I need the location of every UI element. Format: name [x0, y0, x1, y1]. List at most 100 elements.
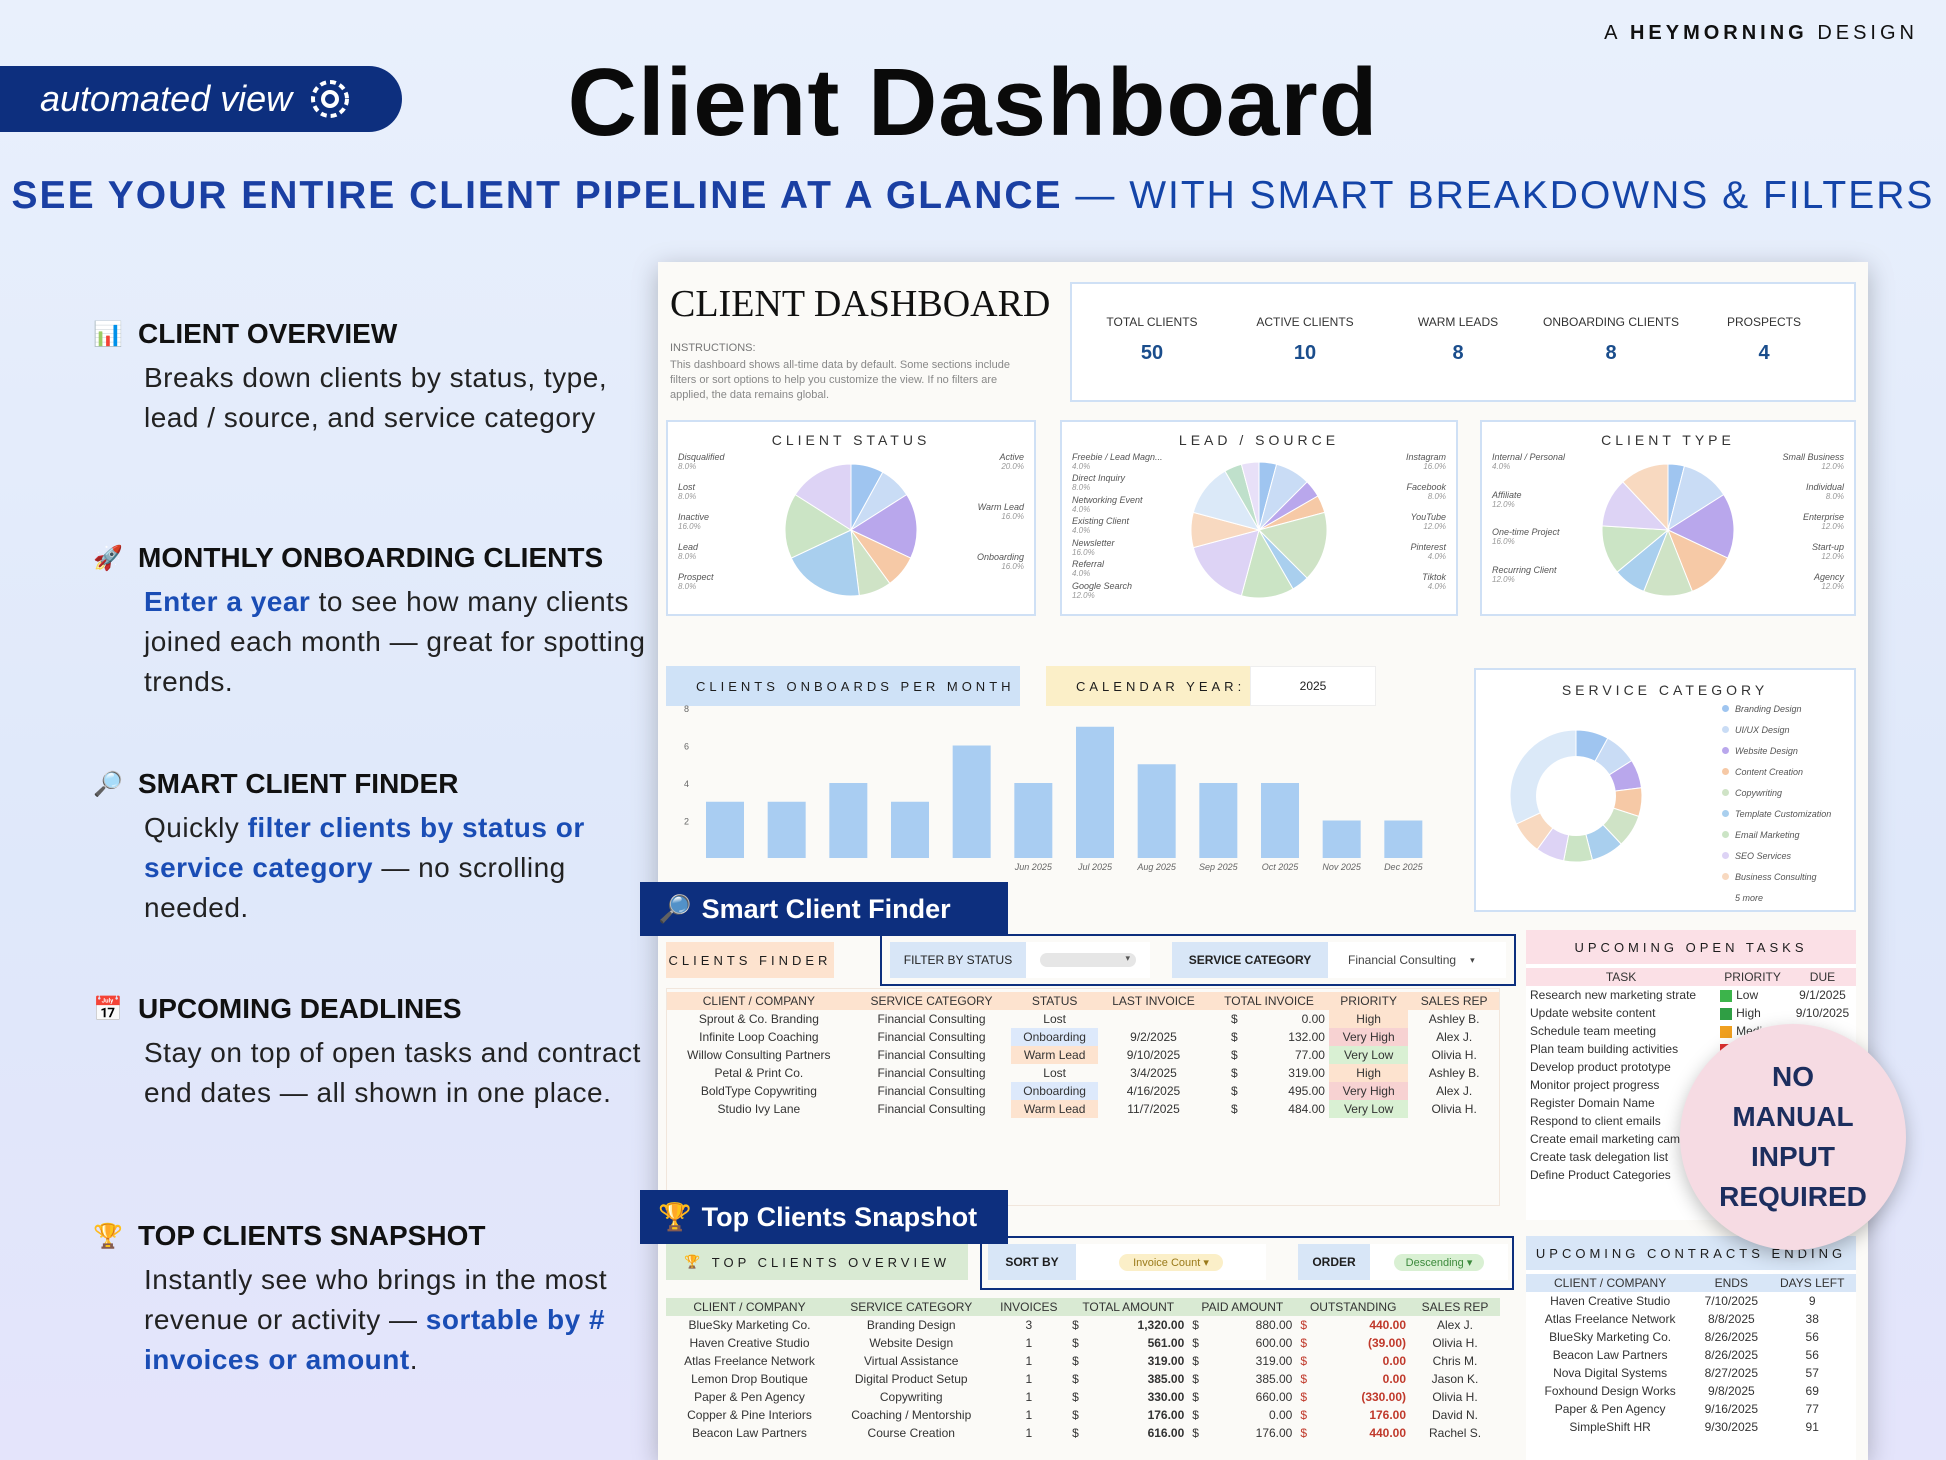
table-cell: Financial Consulting	[877, 1102, 986, 1116]
table-row: BoldType Copywriting Financial Consulting…	[666, 1082, 1500, 1100]
service-legend-item: Branding Design	[1722, 704, 1802, 714]
pie-label: Referral 4.0%	[1072, 559, 1105, 579]
table-cell: $132.00	[1231, 1030, 1325, 1044]
table-cell: Warm Lead	[1011, 1046, 1098, 1064]
kpi-value: 50	[1140, 342, 1164, 364]
table-cell: Low	[1716, 986, 1789, 1004]
y-tick-label: 2	[684, 817, 689, 827]
table-cell: $385.00	[1072, 1372, 1185, 1386]
monthly-bar-chart: 2 4 6 8 Jun 2025 Jul 2025 Aug 2025 Sep 2025 Oct …	[684, 704, 1424, 872]
kpi-value: 8	[1452, 342, 1464, 364]
trophy-icon: 🏆	[683, 1254, 705, 1269]
magnifier-icon: 🔎	[93, 770, 123, 798]
table-row: Beacon Law Partners 8/26/2025 56	[1526, 1346, 1856, 1364]
table-cell: 7/10/2025	[1704, 1294, 1758, 1308]
table-cell: 1	[1025, 1390, 1033, 1404]
column-header: SALES REP	[1410, 1298, 1500, 1316]
table-row: BlueSky Marketing Co. Branding Design 3 $1,…	[666, 1316, 1500, 1334]
table-cell: 3/4/2025	[1130, 1066, 1177, 1080]
table-cell: Very Low	[1328, 1100, 1409, 1118]
table-cell: Create email marketing campa	[1530, 1132, 1694, 1146]
column-header: PAID AMOUNT	[1188, 1298, 1297, 1316]
table-cell: Lost	[1043, 1012, 1066, 1026]
filter-service-dropdown[interactable]: Financial Consulting ▾	[1328, 942, 1506, 978]
pie-label: Tiktok 4.0%	[1422, 572, 1446, 591]
table-cell: Plan team building activities	[1530, 1042, 1679, 1056]
table-cell: $176.00	[1300, 1408, 1407, 1422]
service-legend-item: Copywriting	[1722, 788, 1782, 798]
table-cell: Financial Consulting	[877, 1048, 986, 1062]
pie-label: Warm Lead 16.0%	[977, 502, 1024, 521]
bar	[1199, 783, 1238, 858]
table-cell: 57	[1805, 1366, 1819, 1380]
table-cell: 9/8/2025	[1707, 1384, 1755, 1398]
table-cell: $616.00	[1072, 1426, 1185, 1440]
client-status-title: CLIENT STATUS	[771, 432, 931, 448]
finder-title: CLIENTS FINDER	[666, 942, 834, 978]
year-input[interactable]: 2025	[1250, 666, 1376, 706]
table-cell: Copper & Pine Interiors	[687, 1408, 812, 1422]
table-cell: 1	[1025, 1426, 1033, 1440]
table-cell: Atlas Freelance Network	[684, 1354, 815, 1368]
table-cell: Beacon Law Partners	[1552, 1348, 1668, 1362]
table-cell: Rachel S.	[1429, 1426, 1482, 1440]
order-dropdown[interactable]: Descending ▾	[1370, 1244, 1508, 1280]
filter-status-dropdown[interactable]: ▾	[1026, 942, 1150, 978]
table-cell: Paper & Pen Agency	[694, 1390, 805, 1404]
no-manual-input-badge: NO MANUAL INPUT REQUIRED	[1680, 1024, 1906, 1250]
table-cell: Sprout & Co. Branding	[698, 1012, 819, 1026]
service-legend-item: SEO Services	[1722, 851, 1791, 861]
table-cell: 91	[1805, 1420, 1819, 1434]
sort-by-dropdown[interactable]: Invoice Count ▾	[1076, 1244, 1266, 1280]
table-cell: Beacon Law Partners	[692, 1426, 807, 1440]
table-cell: Olivia H.	[1432, 1336, 1478, 1350]
table-cell: Course Creation	[867, 1426, 955, 1440]
pie-label: Start-up 12.0%	[1811, 542, 1844, 561]
table-cell: Studio Ivy Lane	[717, 1102, 801, 1116]
table-cell: 1	[1025, 1336, 1033, 1350]
table-cell: Develop product prototype	[1530, 1060, 1671, 1074]
table-cell: Atlas Freelance Network	[1544, 1312, 1676, 1326]
table-cell: $660.00	[1192, 1390, 1293, 1404]
table-cell: $385.00	[1192, 1372, 1293, 1386]
table-row: SimpleShift HR 9/30/2025 91	[1526, 1418, 1856, 1436]
table-cell: $0.00	[1300, 1372, 1407, 1386]
column-header: OUTSTANDING	[1296, 1298, 1411, 1316]
table-cell: $176.00	[1072, 1408, 1185, 1422]
table-row: Foxhound Design Works 9/8/2025 69	[1526, 1382, 1856, 1400]
rocket-icon: 🚀	[93, 544, 123, 572]
bar	[1261, 783, 1299, 858]
table-cell: Copywriting	[879, 1390, 943, 1404]
service-category-card: SERVICE CATEGORY Branding Design UI/UX De…	[1474, 668, 1856, 912]
monthly-chart-card: 2 4 6 8 Jun 2025 Jul 2025 Aug 2025 Sep 2025 Oct …	[666, 688, 1456, 924]
table-cell: David N.	[1432, 1408, 1479, 1422]
column-header: INVOICES	[989, 1298, 1069, 1316]
table-cell: $319.00	[1231, 1066, 1325, 1080]
pie-label: Active 20.0%	[999, 452, 1024, 471]
kpi-4: PROSPECTS 4	[1694, 308, 1834, 365]
column-header: DAYS LEFT	[1768, 1274, 1856, 1292]
table-cell: 8/27/2025	[1704, 1366, 1758, 1380]
column-header: PRIORITY	[1328, 992, 1409, 1010]
table-cell: $0.00	[1192, 1408, 1293, 1422]
column-header: DUE	[1788, 968, 1856, 986]
table-cell: $440.00	[1300, 1426, 1407, 1440]
smart-client-finder-banner: 🔎 Smart Client Finder	[640, 882, 1008, 936]
table-cell: $330.00	[1072, 1390, 1185, 1404]
x-tick-label: Aug 2025	[1136, 862, 1177, 872]
automated-view-label: automated view	[40, 78, 293, 119]
client-status-card: CLIENT STATUS Disqualified 8.0% Lost 8.0% In…	[666, 420, 1036, 616]
column-header: LAST INVOICE	[1098, 992, 1209, 1010]
column-header: TOTAL AMOUNT	[1068, 1298, 1189, 1316]
column-header: CLIENT / COMPANY	[666, 992, 852, 1010]
table-cell: Foxhound Design Works	[1544, 1384, 1676, 1398]
table-cell: Lemon Drop Boutique	[691, 1372, 808, 1386]
finder-table: CLIENT / COMPANY SERVICE CATEGORY STATUS LA…	[666, 992, 1500, 1118]
table-row: Paper & Pen Agency Copywriting 1 $330.00 $66…	[666, 1388, 1500, 1406]
table-row: Create email marketing campa	[1526, 1130, 1856, 1148]
lead-source-card: LEAD / SOURCE Freebie / Lead Magn... 4.0%…	[1060, 420, 1458, 616]
pie-label: Internal / Personal 4.0%	[1492, 452, 1566, 471]
table-cell: Branding Design	[866, 1318, 956, 1332]
table-row: Create task delegation list	[1526, 1148, 1856, 1166]
brand-credit: A HEYMORNING DESIGN	[1604, 22, 1918, 44]
